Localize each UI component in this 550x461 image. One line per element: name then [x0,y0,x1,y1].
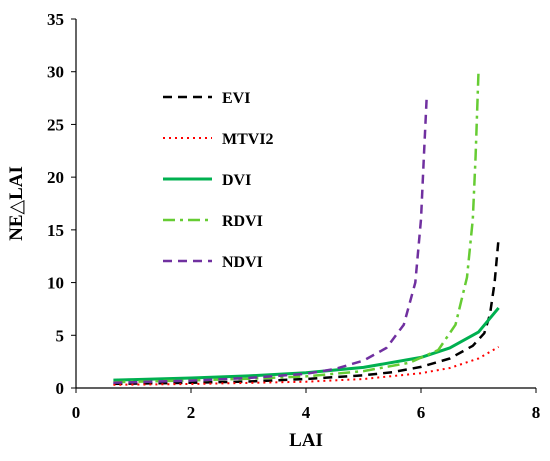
legend: EVI MTVI2 DVI RDVI NDVI [163,90,274,271]
x-tick-label: 2 [187,403,196,422]
legend-label-rdvi: RDVI [222,213,263,230]
y-tick-label: 35 [47,10,64,29]
y-tick-label: 30 [47,63,64,82]
series-lines [113,71,500,386]
series-line-dvi [113,306,500,382]
tick-labels: 0 5 10 15 20 25 30 35 0 2 4 6 8 [47,10,540,422]
legend-label-ndvi: NDVI [222,254,263,271]
series-line-mtvi2 [113,346,500,386]
legend-label-evi: EVI [222,90,250,107]
legend-label-mtvi2: MTVI2 [222,131,274,148]
x-axis-title: LAI [289,430,323,451]
axes [75,19,536,389]
y-tick-label: 10 [47,274,64,293]
legend-label-dvi: DVI [222,172,251,189]
y-tick-label: 25 [47,115,64,134]
y-tick-label: 20 [47,168,64,187]
series-line-ndvi [113,94,429,384]
x-tick-label: 8 [532,403,541,422]
y-tick-label: 5 [56,326,65,345]
y-axis-title: NE△LAI [6,166,27,241]
y-tick-label: 15 [47,221,64,240]
y-tick-label: 0 [56,379,65,398]
x-tick-label: 6 [417,403,426,422]
x-tick-label: 0 [72,403,81,422]
x-tick-label: 4 [302,403,311,422]
series-line-rdvi [113,71,480,384]
